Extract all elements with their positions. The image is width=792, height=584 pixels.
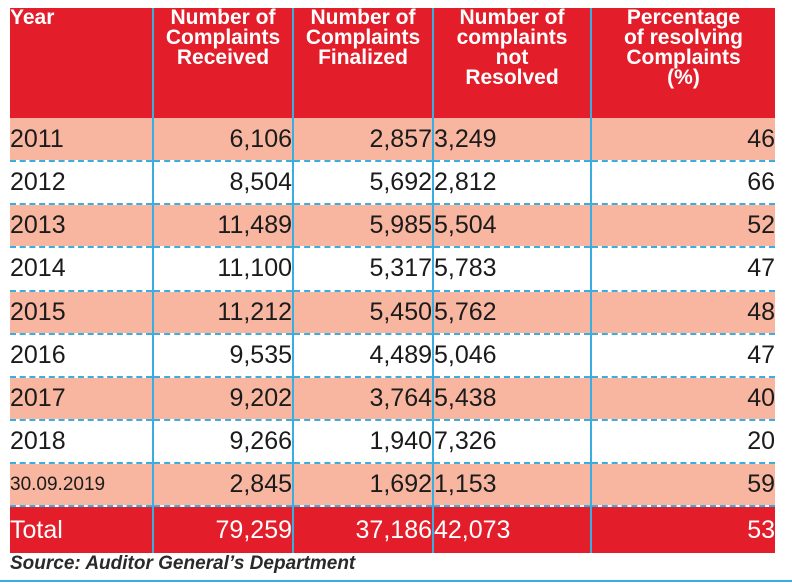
header-line: Finalized <box>318 46 408 69</box>
not-resolved-cell: 7,326 <box>432 419 591 465</box>
not-resolved-cell: 3,249 <box>432 118 591 163</box>
header-line: (%) <box>667 66 700 89</box>
table-row: 2014 11,100 5,317 5,783 47 <box>10 247 775 292</box>
table-row: 2016 9,535 4,489 5,046 47 <box>10 333 775 378</box>
table-row: 2018 9,266 1,940 7,326 20 <box>10 419 775 465</box>
year-cell: 2014 <box>10 247 153 292</box>
header-line: Resolved <box>465 66 559 89</box>
finalized-cell: 3,764 <box>292 376 433 421</box>
table-row: 30.09.2019 2,845 1,692 1,153 59 <box>10 463 775 508</box>
header-line: complaints <box>456 26 568 49</box>
year-cell: 2016 <box>10 333 153 378</box>
source-note: Source: Auditor General’s Department <box>10 553 356 574</box>
percentage-cell: 48 <box>590 290 775 335</box>
percentage-cell: 20 <box>590 419 775 465</box>
header-year: Year <box>10 8 153 118</box>
year-cell: 2015 <box>10 290 153 335</box>
percentage-cell: 59 <box>590 463 775 508</box>
header-line: of resolving <box>623 26 744 49</box>
received-cell: 9,266 <box>152 419 293 465</box>
received-cell: 6,106 <box>152 118 293 163</box>
not-resolved-cell: 5,046 <box>432 333 591 378</box>
bottom-divider <box>0 580 792 582</box>
received-cell: 9,202 <box>152 376 293 421</box>
not-resolved-cell: 5,438 <box>432 376 591 421</box>
percentage-cell: 46 <box>590 118 775 163</box>
header-line: Number of <box>459 8 565 29</box>
percentage-cell: 47 <box>590 247 775 292</box>
percentage-cell: 47 <box>590 333 775 378</box>
table-row: 2013 11,489 5,985 5,504 52 <box>10 204 775 249</box>
finalized-cell: 5,692 <box>292 161 433 206</box>
total-row: Total 79,259 37,186 42,073 53 <box>10 506 775 553</box>
header-line: Complaints <box>305 26 421 49</box>
received-cell: 11,100 <box>152 247 293 292</box>
complaints-table: Year Number of Complaints Received Number of… <box>10 8 775 553</box>
received-cell: 11,489 <box>152 204 293 249</box>
received-cell: 9,535 <box>152 333 293 378</box>
finalized-cell: 1,692 <box>292 463 433 508</box>
year-cell: 2011 <box>10 118 153 163</box>
finalized-cell: 2,857 <box>292 118 433 163</box>
received-cell: 11,212 <box>152 290 293 335</box>
year-cell: 2013 <box>10 204 153 249</box>
header-line: Number of <box>170 8 276 29</box>
percentage-cell: 52 <box>590 204 775 249</box>
table-row: 2017 9,202 3,764 5,438 40 <box>10 376 775 421</box>
header-percentage: Percentage of resolving Complaints (%) <box>590 8 775 118</box>
header-line: Complaints <box>165 26 281 49</box>
year-cell: 2018 <box>10 419 153 465</box>
finalized-cell: 5,985 <box>292 204 433 249</box>
table-body: 2011 6,106 2,857 3,249 46 2012 8,504 5,692 2,812… <box>10 118 775 553</box>
header-line: Number of <box>310 8 416 29</box>
finalized-cell: 5,317 <box>292 247 433 292</box>
year-cell: 2012 <box>10 161 153 206</box>
header-received: Number of Complaints Received <box>152 8 293 118</box>
received-cell: 8,504 <box>152 161 293 206</box>
finalized-cell: 5,450 <box>292 290 433 335</box>
total-received-cell: 79,259 <box>152 506 293 553</box>
header-line: not <box>495 46 529 69</box>
percentage-cell: 66 <box>590 161 775 206</box>
header-not-resolved: Number of complaints not Resolved <box>432 8 591 118</box>
received-cell: 2,845 <box>152 463 293 508</box>
finalized-cell: 1,940 <box>292 419 433 465</box>
not-resolved-cell: 2,812 <box>432 161 591 206</box>
header-line: Received <box>176 46 270 69</box>
not-resolved-cell: 5,783 <box>432 247 591 292</box>
year-cell: 2017 <box>10 376 153 421</box>
table-header-row: Year Number of Complaints Received Number of… <box>10 8 775 118</box>
total-percentage-cell: 53 <box>590 506 775 553</box>
header-line: Complaints <box>626 46 741 69</box>
header-line: Year <box>10 8 55 29</box>
table-row: 2015 11,212 5,450 5,762 48 <box>10 290 775 335</box>
header-finalized: Number of Complaints Finalized <box>292 8 433 118</box>
finalized-cell: 4,489 <box>292 333 433 378</box>
percentage-cell: 40 <box>590 376 775 421</box>
total-finalized-cell: 37,186 <box>292 506 433 553</box>
header-line: Percentage <box>626 8 741 29</box>
year-cell: 30.09.2019 <box>10 463 153 508</box>
not-resolved-cell: 5,504 <box>432 204 591 249</box>
table-row: 2011 6,106 2,857 3,249 46 <box>10 118 775 163</box>
not-resolved-cell: 5,762 <box>432 290 591 335</box>
total-year-cell: Total <box>10 506 153 553</box>
total-not-resolved-cell: 42,073 <box>432 506 591 553</box>
table-row: 2012 8,504 5,692 2,812 66 <box>10 161 775 206</box>
not-resolved-cell: 1,153 <box>432 463 591 508</box>
